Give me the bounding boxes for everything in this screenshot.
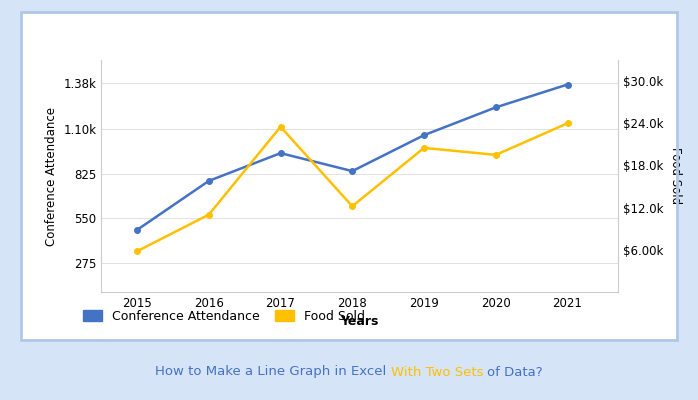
Y-axis label: Food Sold: Food Sold <box>669 148 682 204</box>
Y-axis label: Conference Attendance: Conference Attendance <box>45 106 58 246</box>
Text: of Data?: of Data? <box>487 366 543 378</box>
Legend: Conference Attendance, Food Sold: Conference Attendance, Food Sold <box>80 306 369 326</box>
Text: How to Make a Line Graph in Excel: How to Make a Line Graph in Excel <box>155 366 391 378</box>
X-axis label: Years: Years <box>341 316 378 328</box>
Text: With Two Sets: With Two Sets <box>391 366 487 378</box>
